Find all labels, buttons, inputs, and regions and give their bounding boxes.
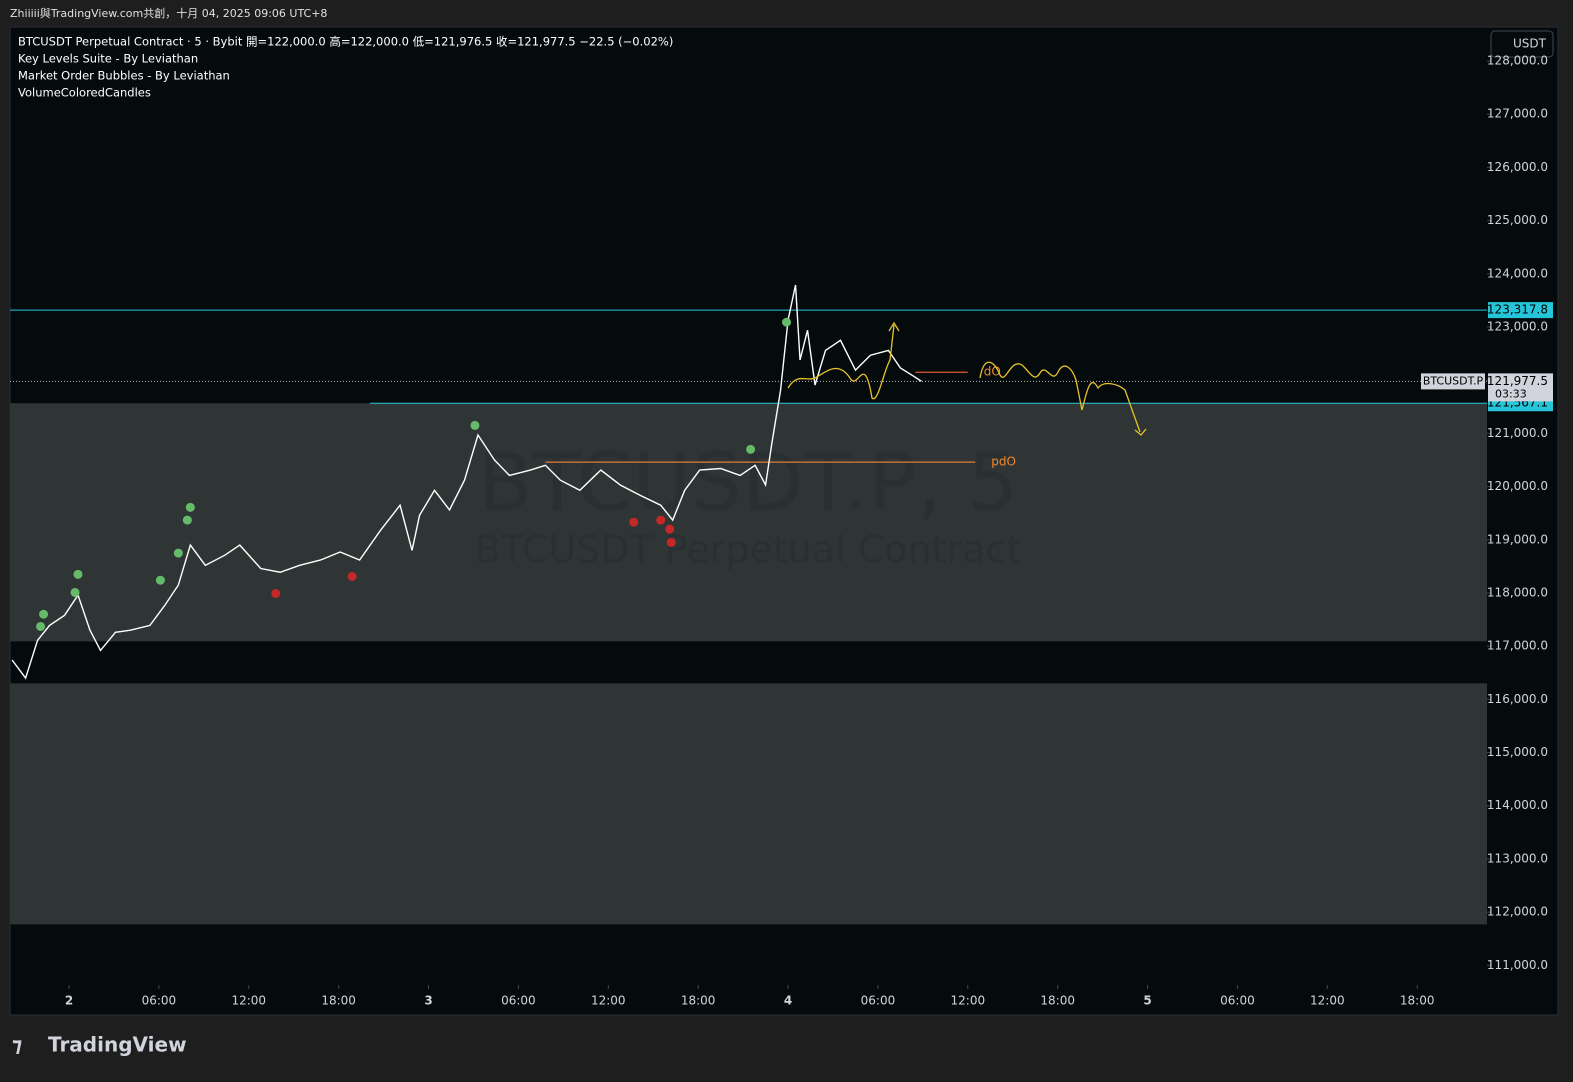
level-label-box	[1488, 302, 1553, 319]
zone	[10, 403, 1487, 642]
y-tick-label: 114,000.0	[1487, 798, 1548, 812]
x-tick-label: 06:00	[861, 994, 896, 1008]
x-tick-label: 12:00	[1310, 994, 1345, 1008]
last-price-box	[1488, 373, 1553, 402]
y-tick-label: 118,000.0	[1487, 585, 1548, 599]
y-tick-label: 124,000.0	[1487, 266, 1548, 280]
y-tick-label: 128,000.0	[1487, 54, 1548, 68]
y-tick-label: 116,000.0	[1487, 692, 1548, 706]
order-bubble	[173, 548, 183, 558]
x-tick-label: 18:00	[321, 994, 356, 1008]
symbol-box	[1421, 373, 1485, 390]
order-bubble	[39, 609, 49, 619]
order-bubble	[666, 537, 676, 547]
drawing-arrow	[888, 321, 900, 332]
order-bubble	[665, 524, 675, 534]
order-bubble	[656, 515, 666, 525]
y-tick-label: 111,000.0	[1487, 958, 1548, 972]
order-bubble	[470, 420, 480, 430]
x-tick-label: 18:00	[681, 994, 716, 1008]
order-bubble	[155, 575, 165, 585]
legend: BTCUSDT Perpetual Contract · 5 · Bybit 開…	[18, 35, 673, 100]
watermark: BTCUSDT Perpetual Contract	[475, 528, 1022, 572]
y-tick-label: 121,000.0	[1487, 426, 1548, 440]
legend-line: VolumeColoredCandles	[18, 86, 151, 100]
order-bubble	[185, 502, 195, 512]
countdown: 03:33	[1495, 387, 1527, 400]
x-tick-label: 12:00	[231, 994, 266, 1008]
currency[interactable]: USDT	[1513, 37, 1547, 51]
order-bubble	[782, 317, 792, 327]
logo-mark: ⁊	[12, 1033, 22, 1057]
brand: TradingView	[48, 1033, 187, 1057]
order-bubble	[70, 587, 80, 597]
legend-line: BTCUSDT Perpetual Contract · 5 · Bybit 開…	[18, 35, 673, 49]
caption: Zhiiiii與TradingView.com共創，十月 04, 2025 09…	[10, 6, 327, 20]
x-tick-label: 12:00	[591, 994, 626, 1008]
order-bubble	[629, 517, 639, 527]
level-label: 123,317.8	[1487, 303, 1548, 317]
y-tick-label: 119,000.0	[1487, 532, 1548, 546]
y-tick-label: 117,000.0	[1487, 639, 1548, 653]
x-tick-label: 18:00	[1040, 994, 1075, 1008]
y-tick-label: 113,000.0	[1487, 851, 1548, 865]
y-tick-label: 125,000.0	[1487, 213, 1548, 227]
last-price-label: 121,977.5	[1487, 374, 1548, 388]
x-tick-label: 06:00	[1220, 994, 1255, 1008]
x-tick-label: 4	[784, 994, 792, 1008]
order-bubble	[36, 621, 46, 631]
x-tick-label: 06:00	[501, 994, 536, 1008]
y-tick-label: 120,000.0	[1487, 479, 1548, 493]
order-bubble	[271, 589, 281, 599]
y-tick-label: 115,000.0	[1487, 745, 1548, 759]
x-tick-label: 2	[65, 994, 73, 1008]
price-line	[11, 284, 922, 680]
x-tick-label: 12:00	[951, 994, 986, 1008]
y-tick-label: 126,000.0	[1487, 160, 1548, 174]
currency-button[interactable]	[1490, 30, 1554, 58]
x-tick-label: 18:00	[1400, 994, 1435, 1008]
order-bubble	[347, 571, 357, 581]
legend-line: Market Order Bubbles - By Leviathan	[18, 69, 230, 83]
drawing	[787, 324, 895, 400]
open-label: pdO	[991, 455, 1016, 469]
drawing-arrow	[1134, 428, 1147, 436]
x-tick-label: 5	[1143, 994, 1151, 1008]
order-bubble	[746, 444, 756, 454]
y-tick-label: 123,000.0	[1487, 320, 1548, 334]
order-bubble	[182, 515, 192, 525]
order-bubble	[73, 569, 83, 579]
zone	[10, 683, 1487, 925]
drawing	[979, 361, 1141, 433]
x-tick-label: 3	[424, 994, 432, 1008]
legend-line: Key Levels Suite - By Leviathan	[18, 52, 198, 66]
y-tick-label: 112,000.0	[1487, 905, 1548, 919]
x-tick-label: 06:00	[142, 994, 177, 1008]
y-tick-label: 127,000.0	[1487, 107, 1548, 121]
symbol-label: BTCUSDT.P	[1423, 374, 1484, 387]
